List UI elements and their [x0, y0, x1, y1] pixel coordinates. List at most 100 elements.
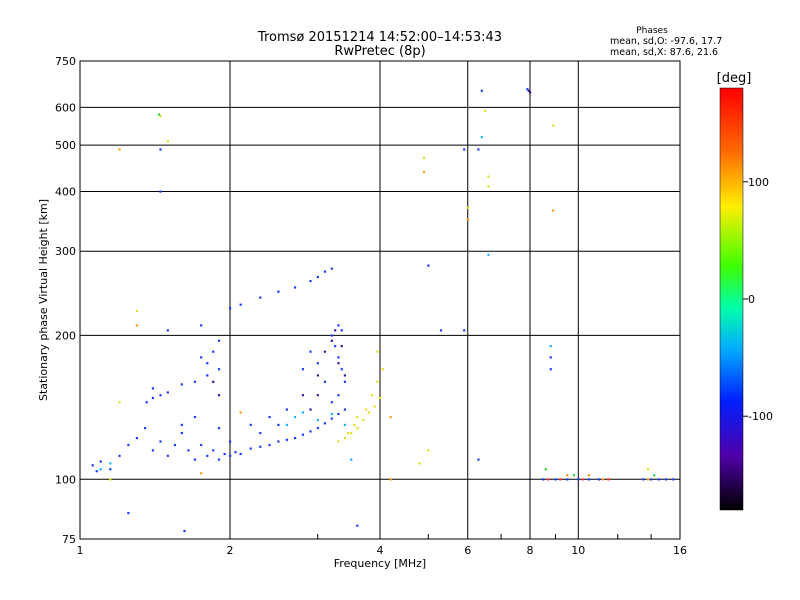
- data-point: [301, 368, 305, 371]
- data-point: [373, 405, 376, 408]
- data-point: [350, 431, 353, 435]
- data-point: [159, 115, 162, 118]
- data-point: [323, 380, 327, 383]
- data-point: [217, 339, 221, 342]
- colorbar-ticks: 100 0 -100: [743, 176, 773, 423]
- data-point: [180, 423, 183, 427]
- data-point: [301, 433, 305, 436]
- data-point: [439, 329, 443, 332]
- data-point: [487, 175, 490, 178]
- grid-lines: [80, 61, 680, 539]
- data-point: [293, 436, 297, 440]
- data-point: [330, 267, 333, 270]
- data-point: [316, 275, 319, 279]
- data-point: [581, 478, 584, 481]
- data-point: [217, 458, 221, 461]
- data-point: [118, 454, 121, 457]
- data-point: [346, 431, 350, 435]
- colorbar-tick-label: -100: [748, 410, 773, 423]
- y-tick-label: 100: [55, 473, 76, 486]
- data-point: [118, 148, 121, 151]
- data-point: [135, 436, 138, 440]
- data-point: [566, 478, 569, 481]
- data-point: [330, 412, 333, 416]
- data-point: [343, 374, 347, 377]
- data-point: [642, 478, 645, 481]
- data-point: [151, 387, 155, 390]
- data-point: [309, 350, 312, 353]
- data-point: [477, 148, 480, 151]
- data-point: [566, 474, 569, 477]
- data-point: [549, 368, 552, 371]
- data-point: [552, 209, 555, 212]
- data-point: [587, 478, 591, 481]
- y-tick-label: 600: [55, 101, 76, 114]
- colorbar-tick-label: 0: [748, 293, 755, 306]
- x-axis-label: Frequency [MHz]: [334, 557, 426, 570]
- data-point: [309, 408, 312, 411]
- data-point: [285, 423, 288, 427]
- data-point: [217, 368, 221, 371]
- data-point: [427, 449, 430, 452]
- data-point: [301, 394, 305, 397]
- x-tick-label: 16: [673, 544, 687, 557]
- data-point: [330, 417, 333, 420]
- data-point: [323, 270, 327, 273]
- data-point: [607, 478, 610, 481]
- y-tick-label: 300: [55, 245, 76, 258]
- data-point: [234, 451, 237, 454]
- data-point: [200, 324, 203, 327]
- data-point: [477, 458, 480, 461]
- data-point: [193, 458, 197, 461]
- data-point: [166, 391, 169, 394]
- data-point: [549, 345, 552, 348]
- data-point: [653, 474, 656, 477]
- data-point: [463, 148, 466, 151]
- data-point: [166, 140, 169, 143]
- y-axis-label: Stationary phase Virtual Height [km]: [37, 199, 50, 401]
- data-point: [337, 362, 340, 365]
- phases-heading: Phases: [636, 26, 668, 36]
- data-point: [542, 478, 545, 481]
- y-tick-label: 75: [62, 533, 76, 546]
- colorbar-tick-label: 100: [748, 176, 769, 189]
- data-point: [159, 440, 162, 443]
- data-point: [95, 470, 98, 473]
- data-point: [343, 436, 347, 440]
- data-point: [480, 136, 483, 139]
- data-point: [316, 419, 319, 422]
- x-axis-ticks: 1 2 4 6 8 10 16: [77, 534, 687, 557]
- chart-subtitle: RwPretec (8p): [334, 44, 425, 59]
- data-point: [356, 427, 359, 430]
- data-point: [206, 362, 209, 365]
- data-point: [183, 529, 186, 533]
- data-point: [277, 440, 280, 443]
- data-point: [572, 474, 576, 477]
- data-point: [337, 394, 340, 397]
- data-point: [330, 334, 333, 337]
- data-point: [99, 460, 102, 463]
- data-point: [362, 419, 365, 422]
- data-point: [549, 356, 552, 359]
- data-point: [200, 472, 203, 475]
- data-point: [323, 350, 327, 353]
- data-point: [552, 124, 555, 127]
- data-point: [145, 401, 148, 404]
- data-point: [657, 478, 660, 481]
- data-point: [268, 415, 271, 419]
- data-point: [323, 422, 327, 425]
- data-point: [135, 309, 138, 313]
- y-tick-label: 500: [55, 139, 76, 152]
- data-point: [159, 394, 162, 397]
- data-point: [330, 339, 333, 342]
- phases-o-stats: mean, sd,O: -97.6, 17.7: [610, 36, 722, 47]
- data-point: [337, 412, 340, 416]
- data-point: [337, 324, 340, 327]
- data-point: [422, 157, 426, 160]
- data-point: [193, 415, 197, 419]
- data-point: [577, 478, 580, 481]
- data-point: [259, 431, 262, 435]
- data-point: [301, 411, 305, 414]
- data-point: [427, 264, 430, 267]
- x-tick-label: 1: [77, 544, 84, 557]
